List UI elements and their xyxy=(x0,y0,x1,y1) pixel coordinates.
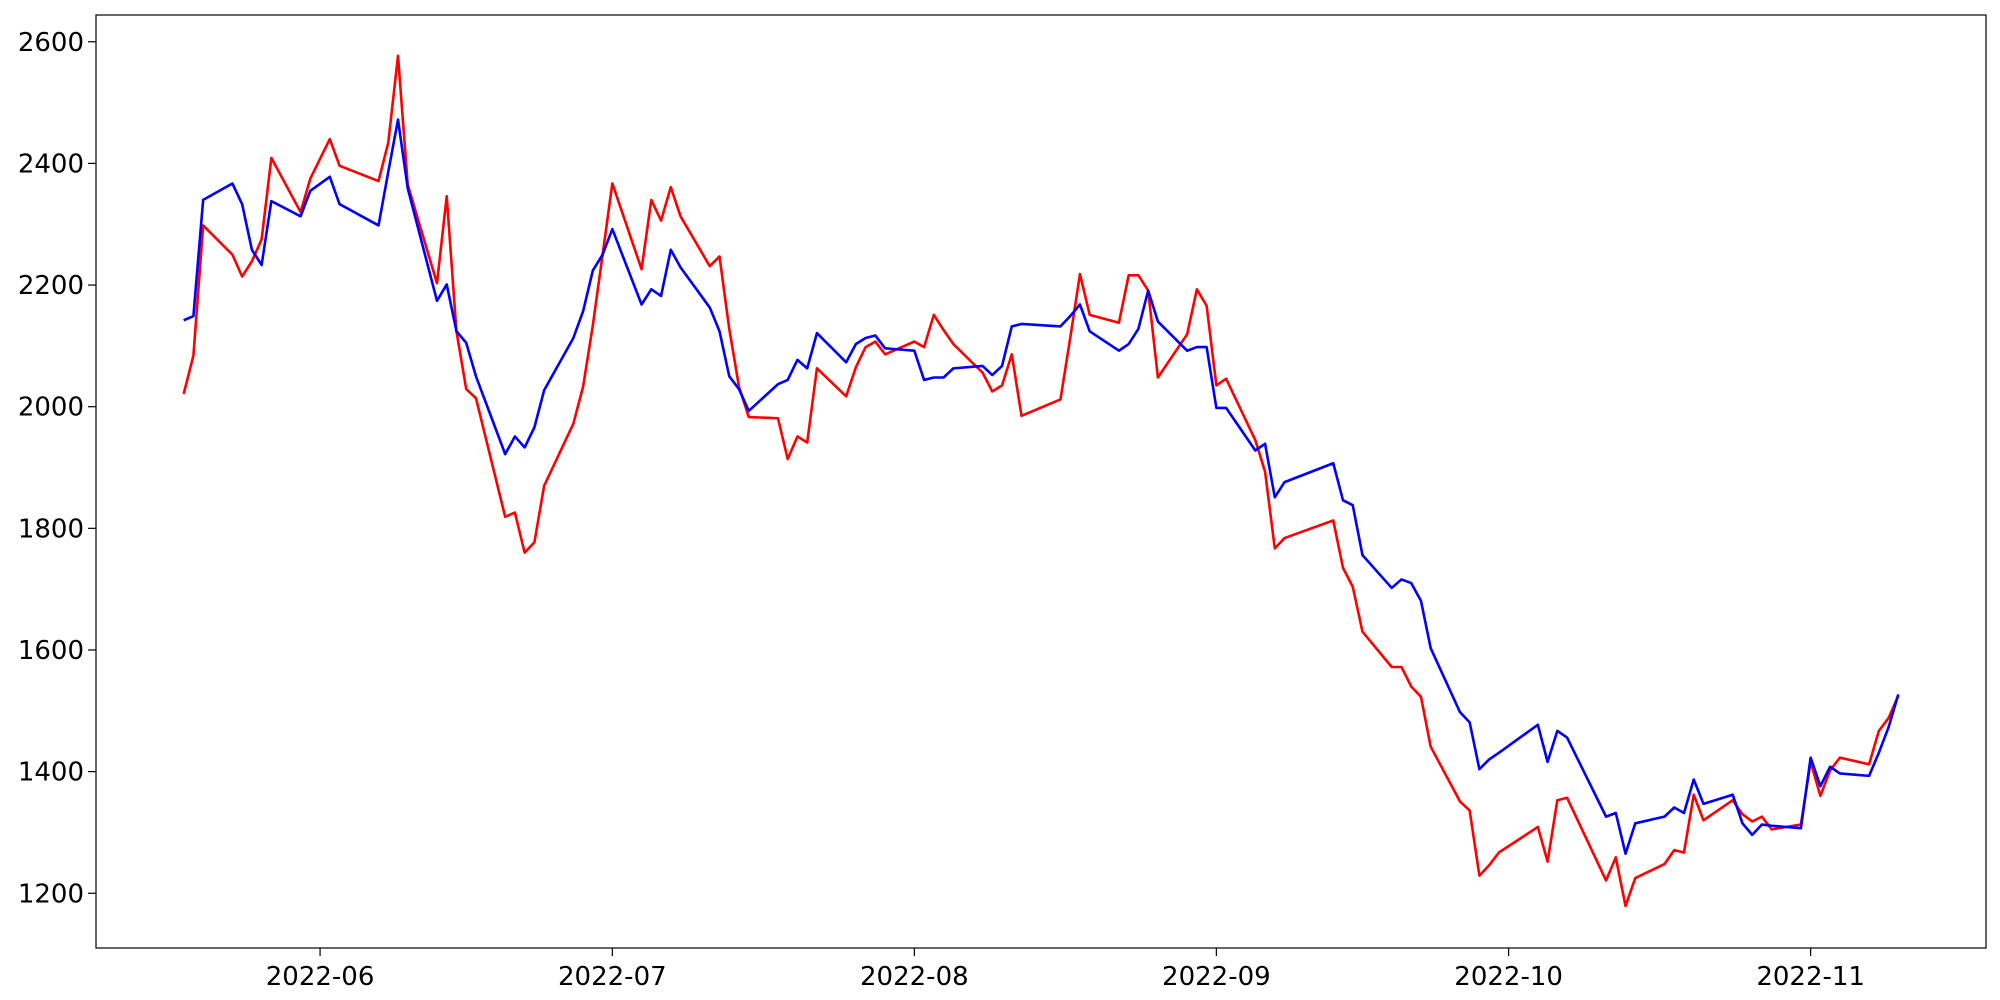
y-tick-label: 1800 xyxy=(18,514,84,544)
x-tick-label: 2022-10 xyxy=(1454,962,1563,992)
y-tick-label: 2200 xyxy=(18,271,84,301)
x-tick-label: 2022-09 xyxy=(1162,962,1271,992)
plot-frame xyxy=(95,14,1987,949)
x-tick-label: 2022-08 xyxy=(860,962,969,992)
y-tick-label: 1200 xyxy=(18,879,84,909)
x-tick-label: 2022-06 xyxy=(266,962,375,992)
x-tick-label: 2022-07 xyxy=(558,962,667,992)
y-tick-label: 1600 xyxy=(18,636,84,666)
series-line xyxy=(182,54,1900,908)
x-tick-label: 2022-11 xyxy=(1756,962,1865,992)
y-tick-label: 2000 xyxy=(18,393,84,423)
series-line xyxy=(183,118,1900,856)
y-tick-label: 2400 xyxy=(18,149,84,179)
y-tick-label: 1400 xyxy=(18,758,84,788)
y-tick-label: 2600 xyxy=(18,28,84,58)
